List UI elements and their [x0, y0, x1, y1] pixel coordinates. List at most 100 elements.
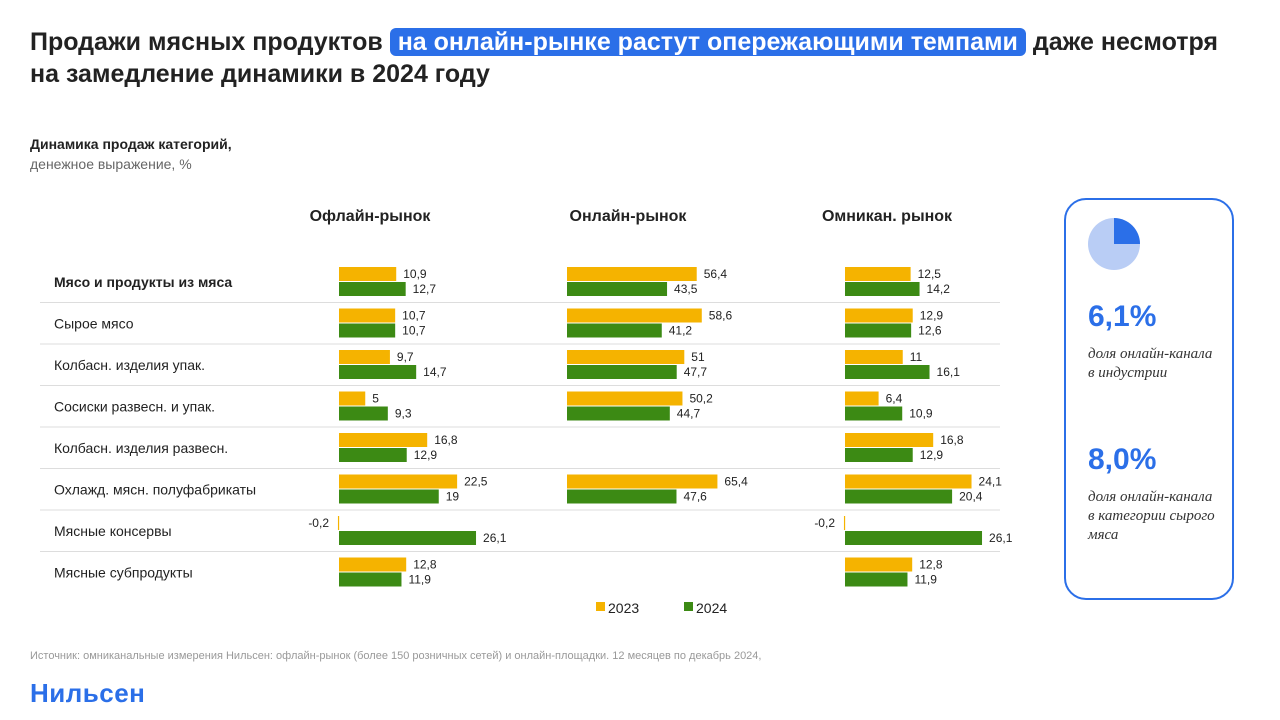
panel-title: Омникан. рынок — [822, 208, 953, 225]
bar-2024 — [845, 365, 930, 379]
data-label: 14,2 — [927, 282, 951, 296]
data-label: 51 — [691, 350, 705, 364]
data-label: 16,8 — [940, 433, 964, 447]
bar-2023 — [337, 516, 340, 530]
data-label: 12,8 — [413, 558, 437, 572]
bar-2024 — [567, 406, 670, 421]
bar-2023 — [339, 557, 407, 572]
chart-subtitle: Динамика продаж категорий, — [30, 136, 232, 152]
data-label: 47,6 — [683, 490, 707, 504]
data-label: 41,2 — [669, 324, 693, 338]
data-label: 5 — [372, 392, 379, 406]
bar-2024 — [339, 282, 406, 296]
data-label: 9,7 — [397, 350, 414, 364]
bar-2023 — [845, 350, 903, 364]
source-note: Источник: омниканальные измерения Нильсе… — [30, 650, 762, 662]
bar-2024 — [339, 531, 477, 545]
data-label: 43,5 — [674, 282, 698, 296]
data-label: 10,9 — [403, 267, 427, 281]
title-text-2: даже несмотря на замедление динамики в 2… — [30, 28, 1219, 88]
stat-industry-share: 6,1% — [1088, 300, 1157, 333]
bar-2024 — [845, 406, 903, 421]
data-label: 19 — [446, 490, 460, 504]
bar-2023 — [339, 267, 397, 281]
data-label: 56,4 — [704, 267, 728, 281]
bar-2023 — [339, 474, 458, 489]
bar-2023 — [339, 308, 396, 323]
nielsen-logo: Нильсен — [30, 678, 146, 708]
bar-2024 — [567, 323, 662, 338]
category-label: Мясные консервы — [54, 523, 172, 539]
bar-2024 — [845, 282, 920, 296]
pie-slice — [1114, 218, 1140, 244]
data-label: 10,7 — [402, 324, 426, 338]
data-label: 9,3 — [395, 407, 412, 421]
bar-2023 — [567, 391, 683, 406]
data-label: 22,5 — [464, 475, 488, 489]
data-label: 12,9 — [920, 448, 944, 462]
online-share-card: 6,1% доля онлайн-канала в индустрии 8,0%… — [1064, 198, 1234, 600]
stat-raw-meat-desc: доля онлайн-канала в категории сырого мя… — [1088, 489, 1215, 543]
title-text-1: Продажи мясных продуктов — [30, 28, 390, 56]
chart-units: денежное выражение, % — [30, 156, 192, 172]
bar-2023 — [567, 474, 718, 489]
bar-chart: Мясо и продукты из мяса Сырое мясо Колбасн… — [40, 208, 1013, 616]
stat-industry-desc: доля онлайн-канала в индустрии — [1088, 346, 1213, 381]
bar-2024 — [339, 572, 402, 587]
data-label: 12,5 — [918, 267, 942, 281]
data-label: 26,1 — [483, 531, 507, 545]
legend-swatch — [684, 602, 693, 611]
legend-label: 2024 — [696, 600, 727, 616]
data-label: 12,9 — [414, 448, 438, 462]
panel-title: Офлайн-рынок — [310, 208, 432, 225]
bar-2024 — [845, 323, 912, 338]
data-label: 12,7 — [413, 282, 437, 296]
category-label: Колбасн. изделия развесн. — [54, 440, 228, 456]
data-label: 12,6 — [918, 324, 942, 338]
pie-chart-icon — [1088, 218, 1140, 270]
data-label: 16,1 — [937, 365, 961, 379]
data-label: 26,1 — [989, 531, 1013, 545]
data-label: 11,9 — [914, 573, 937, 587]
panel-title: Онлайн-рынок — [570, 208, 688, 225]
bar-2023 — [845, 557, 913, 572]
bar-2024 — [845, 448, 913, 462]
data-label: 11 — [910, 350, 923, 364]
bar-2024 — [567, 365, 677, 379]
category-label: Охлажд. мясн. полуфабрикаты — [54, 481, 256, 497]
bar-2024 — [845, 572, 908, 587]
legend-label: 2023 — [608, 600, 639, 616]
data-label: 50,2 — [689, 392, 713, 406]
title-highlight: на онлайн-рынке растут опережающими темп… — [389, 28, 1026, 56]
data-label: 14,7 — [423, 365, 447, 379]
data-label: 44,7 — [677, 407, 701, 421]
bar-2024 — [567, 282, 668, 296]
data-label: 24,1 — [979, 475, 1003, 489]
bar-2023 — [339, 433, 428, 447]
data-label: 58,6 — [709, 309, 733, 323]
category-label: Сосиски развесн. и упак. — [54, 398, 215, 414]
data-label: 11,9 — [408, 573, 431, 587]
bar-2024 — [339, 489, 439, 504]
bar-2024 — [339, 365, 417, 379]
data-label: 6,4 — [886, 392, 903, 406]
page-title: Продажи мясных продуктов на онлайн-рынке… — [30, 26, 1230, 90]
bar-2023 — [845, 391, 879, 406]
bar-2023 — [339, 350, 390, 364]
data-label: 10,9 — [909, 407, 933, 421]
stat-raw-meat-share: 8,0% — [1088, 443, 1157, 476]
bar-2024 — [567, 489, 677, 504]
bar-2023 — [845, 433, 934, 447]
bar-2023 — [339, 391, 366, 406]
bar-2023 — [845, 267, 911, 281]
bar-2023 — [845, 308, 913, 323]
bar-2023 — [567, 308, 702, 323]
category-label: Сырое мясо — [54, 315, 134, 331]
bar-2023 — [843, 516, 846, 530]
data-label: 65,4 — [724, 475, 748, 489]
data-label: 12,9 — [920, 309, 944, 323]
bar-2023 — [845, 474, 972, 489]
data-label: 10,7 — [402, 309, 426, 323]
data-label: 20,4 — [959, 490, 983, 504]
data-label: -0,2 — [308, 516, 329, 530]
